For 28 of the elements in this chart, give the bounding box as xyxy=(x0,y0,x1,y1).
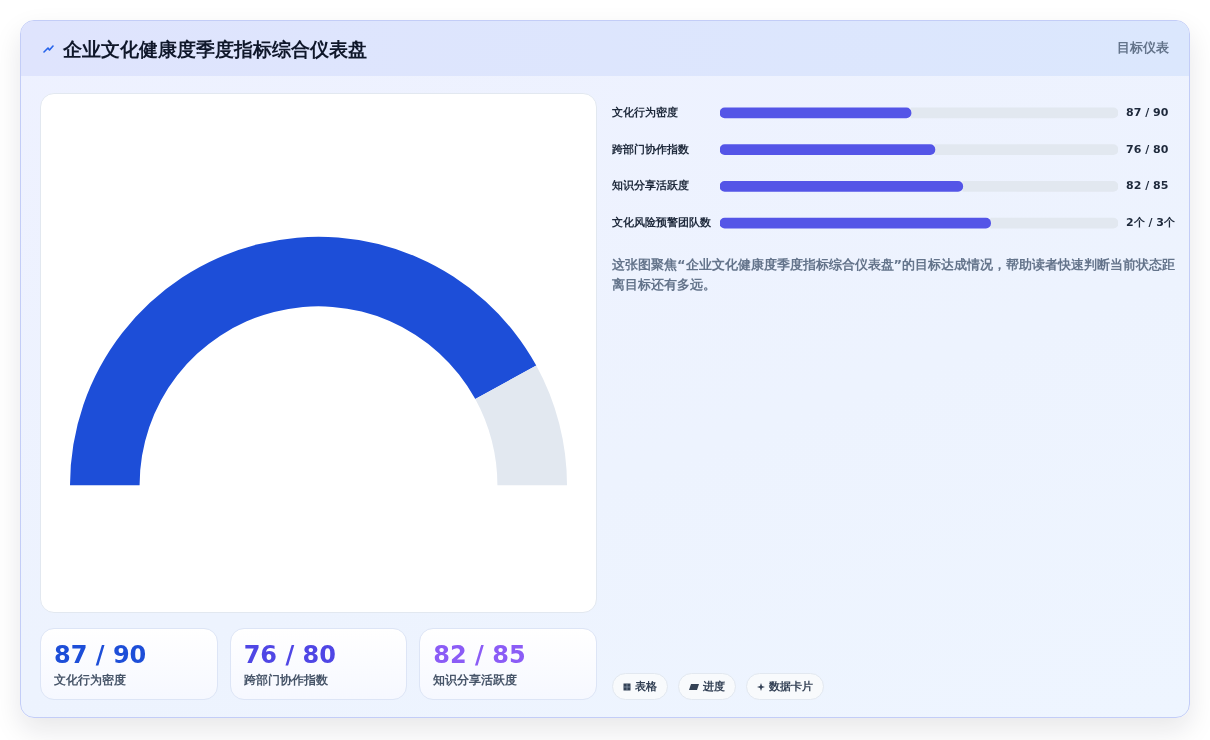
text: 76 / 80 xyxy=(1126,142,1169,156)
bar xyxy=(720,107,912,119)
text: 这张图聚焦“企业文化健康度季度指标综合仪表盘”的目标达成情况，帮助读者快速判断当前状态距离目标还有多远。 xyxy=(612,256,1177,294)
text: 76 / 80 xyxy=(243,641,337,669)
text: 2个 / 3个 xyxy=(1126,215,1176,229)
text: 知识分享活跃度 xyxy=(433,672,519,688)
bar xyxy=(720,217,991,229)
bar xyxy=(934,144,1118,155)
y-tick-label: 文化风险预警团队数 xyxy=(611,215,712,229)
bar xyxy=(990,217,1118,229)
text: 跨部门协作指数 xyxy=(243,672,329,688)
text: 87 / 90 xyxy=(54,641,148,669)
text: 表格 xyxy=(635,679,657,694)
bar xyxy=(910,107,1118,119)
text: 82 / 85 xyxy=(1126,179,1169,193)
text: 82 / 85 xyxy=(433,641,527,669)
y-tick-label: 文化行为密度 xyxy=(611,105,678,119)
y-tick-label: 跨部门协作指数 xyxy=(611,142,690,156)
chart-subtitle: 目标仪表 xyxy=(1117,39,1169,57)
bar xyxy=(962,181,1118,192)
chart-title: 企业文化健康度季度指标综合仪表盘 xyxy=(63,37,367,62)
y-tick-label: 知识分享活跃度 xyxy=(611,179,689,193)
text: 87 / 90 xyxy=(1126,105,1169,119)
text: 进度 xyxy=(703,679,725,694)
bar xyxy=(720,144,936,155)
bar xyxy=(720,181,964,192)
text: 数据卡片 xyxy=(769,679,813,694)
text: 文化行为密度 xyxy=(54,672,127,688)
